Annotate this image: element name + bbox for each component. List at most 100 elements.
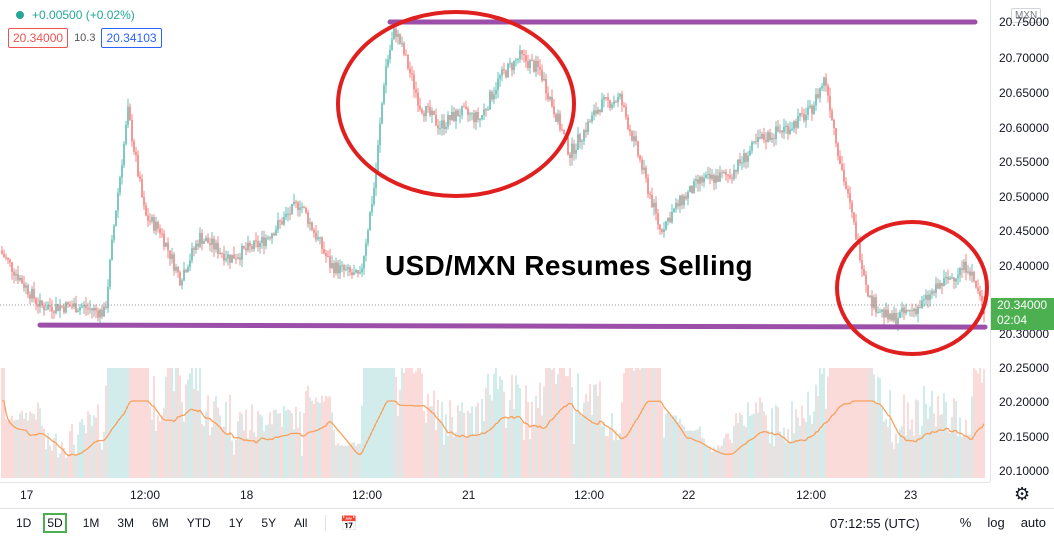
calendar-range-icon[interactable]: 📅 [340,514,358,531]
candle-body [845,181,847,189]
candle-body [741,162,743,164]
volume-bar [603,421,605,478]
scale-percent-button[interactable]: % [959,515,972,530]
candle-body [243,245,245,249]
timeframe-1m-button[interactable]: 1M [82,516,100,530]
time-axis[interactable]: 17 12:00 18 12:00 21 12:00 22 12:00 23 [0,482,990,509]
candle-body [253,240,255,250]
volume-bar [249,430,251,478]
scale-auto-button[interactable]: auto [1020,515,1046,530]
candle-body [381,103,383,124]
volume-bar [135,368,137,478]
gear-icon[interactable]: ⚙ [1014,484,1031,504]
candle-body [437,125,439,129]
timeframe-1d-button[interactable]: 1D [16,516,32,530]
candle-body [853,212,855,222]
volume-bar [533,423,535,478]
volume-bar [1,368,3,478]
volume-bar [75,455,77,478]
candle-body [367,230,369,244]
sell-price-button[interactable]: 20.34000 [8,28,69,48]
scale-log-button[interactable]: log [987,515,1005,530]
candle-body [425,106,427,117]
candle-body [103,306,105,317]
price-axis[interactable]: MXN 20.75000 20.70000 20.65000 20.60000 20.5… [990,0,1054,482]
candle-body [329,256,331,268]
volume-bar [611,413,613,478]
highlight-circle-bottom[interactable] [835,220,989,356]
volume-bar [333,429,335,478]
volume-bar [41,426,43,478]
volume-bar [727,433,729,478]
volume-bar [879,378,881,478]
volume-bar [39,408,41,478]
candle-body [137,155,139,177]
volume-bar [751,414,753,478]
candle-body [115,210,117,227]
volume-bar [833,368,835,478]
highlight-circle-top[interactable] [336,10,576,198]
candle-body [739,159,741,164]
candle-body [677,203,679,207]
volume-bar [37,402,39,478]
timeframe-1y-button[interactable]: 1Y [228,516,244,530]
timeframe-3m-button[interactable]: 3M [117,516,135,530]
volume-bar [441,401,443,478]
volume-bar [177,368,179,478]
volume-bar [423,411,425,478]
volume-bar [403,373,405,478]
volume-bar [797,417,799,478]
candle-body [185,269,187,272]
chart-area[interactable]: +0.00500 (+0.02%) 20.34000 10.3 20.34103… [0,0,990,482]
candle-body [913,308,915,312]
candle-body [655,202,657,214]
volume-bar [227,435,229,478]
volume-bar [225,401,227,478]
timeframe-ytd-button[interactable]: YTD [186,516,211,530]
timeframe-6m-button[interactable]: 6M [152,516,169,530]
volume-bar [835,368,837,478]
volume-bar [279,413,281,478]
candle-body [671,211,673,223]
candle-body [481,115,483,120]
volume-bar [845,368,847,478]
volume-bar [213,401,215,478]
candle-body [523,53,525,56]
candle-body [539,67,541,70]
candle-body [687,192,689,199]
volume-bar [911,419,913,478]
volume-bar [861,368,863,478]
candle-body [883,309,885,318]
candle-body [265,238,267,247]
candle-body [719,172,721,182]
volume-bar [829,368,831,478]
volume-bar [847,368,849,478]
volume-bar [87,411,89,478]
clock[interactable]: 07:12:55 (UTC) [830,516,920,531]
buy-price-button[interactable]: 20.34103 [101,28,162,48]
candle-body [747,155,749,162]
candle-body [141,179,143,197]
volume-bar [323,401,325,478]
candle-body [609,100,611,108]
candle-body [323,249,325,254]
volume-bar [697,429,699,478]
timeframe-5y-button[interactable]: 5Y [261,516,277,530]
volume-bar [379,368,381,478]
candle-body [839,156,841,164]
time-tick-label: 23 [904,488,918,502]
volume-bar [383,368,385,478]
candle-body [251,246,253,250]
volume-bar [593,384,595,478]
volume-bar [901,426,903,478]
candle-body [23,283,25,288]
candle-body [945,276,947,278]
volume-bar [369,368,371,478]
price-chart[interactable] [0,0,990,482]
timeframe-all-button[interactable]: All [294,516,308,530]
candle-body [345,269,347,271]
support-line[interactable] [37,322,988,330]
candle-body [979,291,981,296]
timeframe-5d-button[interactable]: 5D [43,513,67,533]
candle-body [423,113,425,117]
